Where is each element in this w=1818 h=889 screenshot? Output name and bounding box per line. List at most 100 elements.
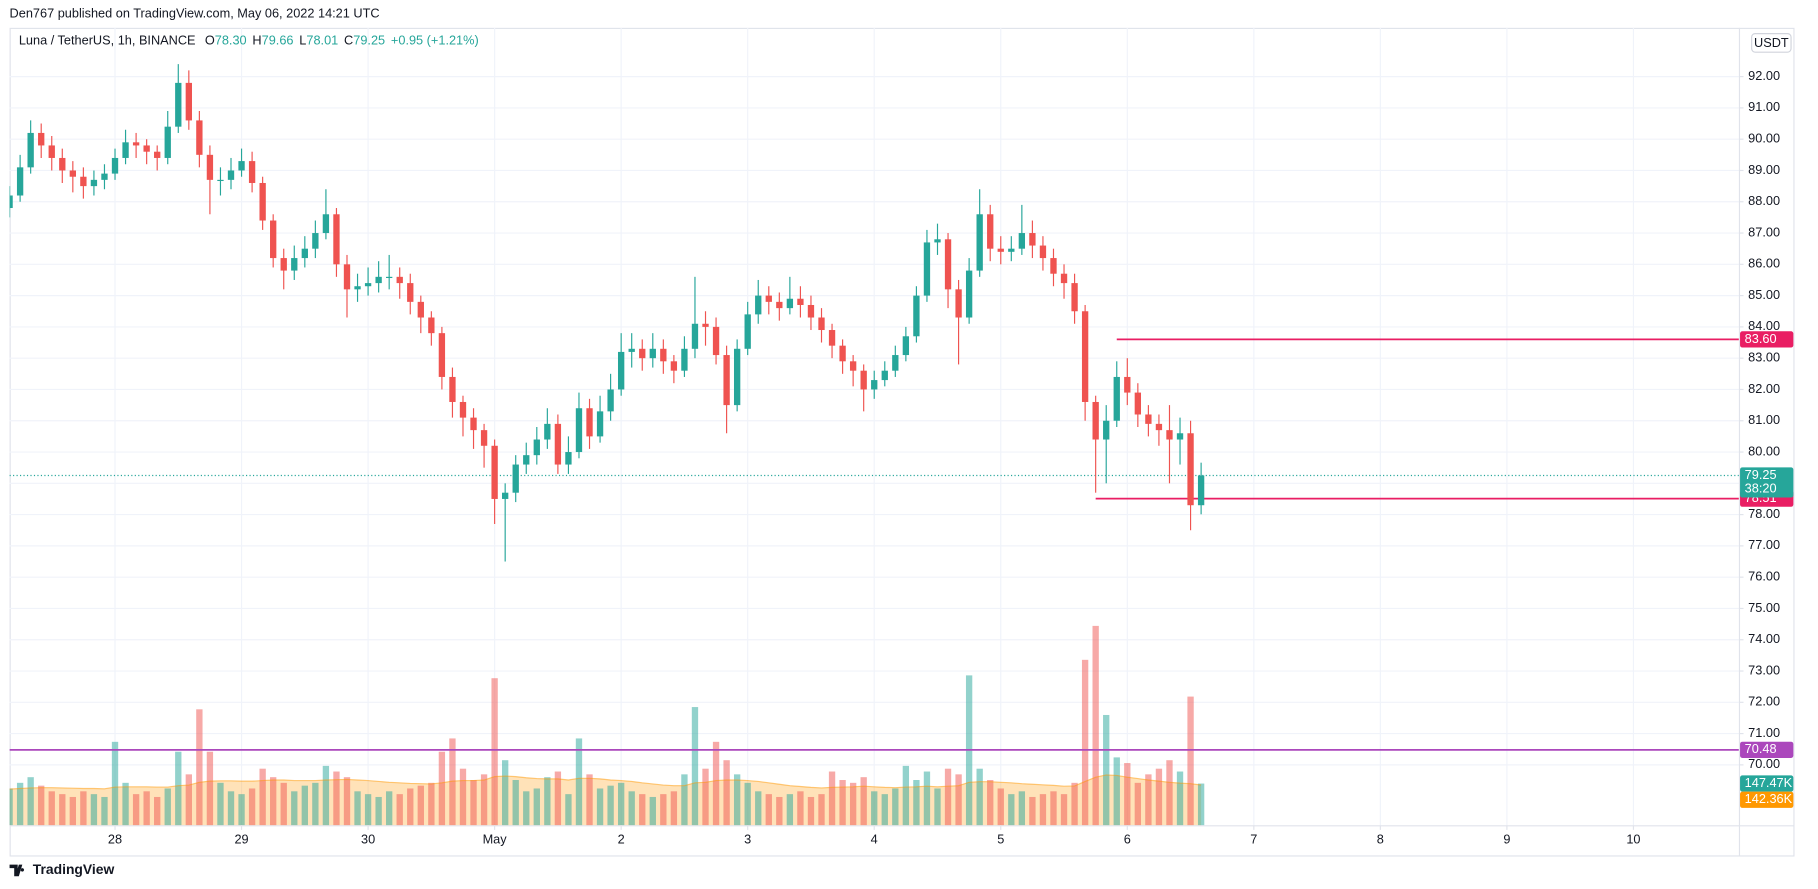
volume-bar (660, 794, 667, 826)
candle-body (217, 179, 224, 182)
volume-bar (934, 788, 941, 826)
y-tick-label: 87.00 (1748, 224, 1780, 239)
footer-logo: TradingView (9, 861, 115, 877)
volume-bar (90, 794, 98, 826)
volume-bar (544, 777, 551, 826)
candle-body (122, 142, 129, 158)
candle-body (913, 295, 920, 337)
volume-bar (449, 738, 456, 826)
candle-body (502, 492, 509, 499)
byline: Den767 published on TradingView.com, May… (10, 5, 380, 20)
candle-body (828, 330, 836, 346)
volume-bar (987, 780, 994, 826)
volume-bar (470, 780, 477, 826)
candle-body (1071, 283, 1078, 312)
candle-body (248, 161, 256, 183)
candle-body (1018, 233, 1026, 249)
logo-mark (9, 864, 25, 877)
volume-ma-line (9, 774, 1202, 790)
volume-bar (1103, 714, 1110, 826)
y-tick-label: 91.00 (1748, 99, 1780, 114)
currency-badge (1751, 33, 1792, 53)
candle-body (839, 345, 846, 362)
candle-body (312, 233, 319, 249)
volume-bar (744, 782, 751, 826)
volume-bar (164, 788, 171, 826)
y-tick-label: 81.00 (1748, 412, 1780, 427)
candle-body (1039, 245, 1047, 259)
volume-bar (913, 780, 920, 826)
volume-bar (1197, 783, 1205, 826)
x-tick-label: 5 (997, 832, 1004, 847)
volume-bar (565, 794, 572, 826)
candle-body (259, 182, 266, 221)
candle-body (417, 301, 424, 318)
volume-bar (1029, 796, 1036, 826)
y-tick-label: 73.00 (1748, 662, 1780, 677)
volume-bar (69, 796, 76, 826)
candle-body (354, 286, 361, 290)
volume-bar (649, 796, 656, 826)
x-tick-label: 6 (1124, 832, 1131, 847)
candle-body (470, 417, 477, 431)
volume-bar (596, 788, 604, 826)
candle-body (1124, 376, 1131, 393)
candle-body (175, 82, 182, 127)
candle-body (449, 376, 456, 402)
volume-bar (132, 794, 140, 826)
quote-value: 78.30 (215, 33, 247, 48)
candle-body (90, 179, 98, 187)
y-tick-label: 85.00 (1748, 287, 1780, 302)
y-tick-label: 89.00 (1748, 162, 1780, 177)
volume-bar (291, 791, 298, 826)
volume-bar (523, 791, 530, 826)
candle-body (428, 317, 435, 334)
volume-bar (1145, 774, 1152, 826)
candle-body (364, 283, 372, 287)
volume-bar (923, 771, 931, 826)
x-tick-label: 30 (361, 832, 375, 847)
candle-body (386, 276, 393, 278)
volume-bar (1092, 625, 1099, 826)
volume-bar (407, 788, 414, 826)
volume-bar (1081, 659, 1089, 826)
candle-body (860, 370, 867, 390)
brand: TradingView (33, 861, 115, 877)
legend: Luna / TetherUS, 1h, BINANCE O78.30 H79.66… (19, 33, 479, 48)
candle-body (38, 132, 45, 146)
volume-bar (997, 788, 1004, 826)
volume-bar (871, 791, 878, 826)
volume-bar (386, 791, 393, 826)
candle-body (322, 214, 330, 234)
candle-body (892, 355, 899, 371)
volume-bar (9, 788, 13, 826)
candle-body (1197, 475, 1205, 506)
candle-body (1166, 430, 1173, 440)
volume-bar (301, 785, 308, 826)
volume-bar (902, 765, 910, 826)
candle-body (407, 283, 414, 302)
volume-bar (154, 796, 161, 826)
volume-bar (80, 791, 87, 826)
candle-body (976, 214, 983, 271)
last-price-label: 79.25 (1745, 467, 1777, 482)
volume-bar (1187, 696, 1194, 826)
volume-bar (417, 785, 424, 826)
candle-body (154, 151, 161, 158)
candle-body (1092, 401, 1099, 440)
quote-key: H (252, 33, 261, 48)
line-label-box (1740, 331, 1794, 348)
volume-bar (101, 796, 108, 826)
y-tick-label: 84.00 (1748, 318, 1780, 333)
candle-body (333, 214, 340, 265)
candle-body (797, 298, 804, 305)
y-tick-label: 70.00 (1748, 756, 1780, 771)
candle-body (1081, 311, 1089, 402)
y-tick-label: 76.00 (1748, 569, 1780, 584)
x-tick-label: 8 (1377, 832, 1384, 847)
volume-bar (1050, 791, 1057, 826)
candle-body (649, 348, 656, 359)
volume-label-box (1740, 775, 1794, 792)
